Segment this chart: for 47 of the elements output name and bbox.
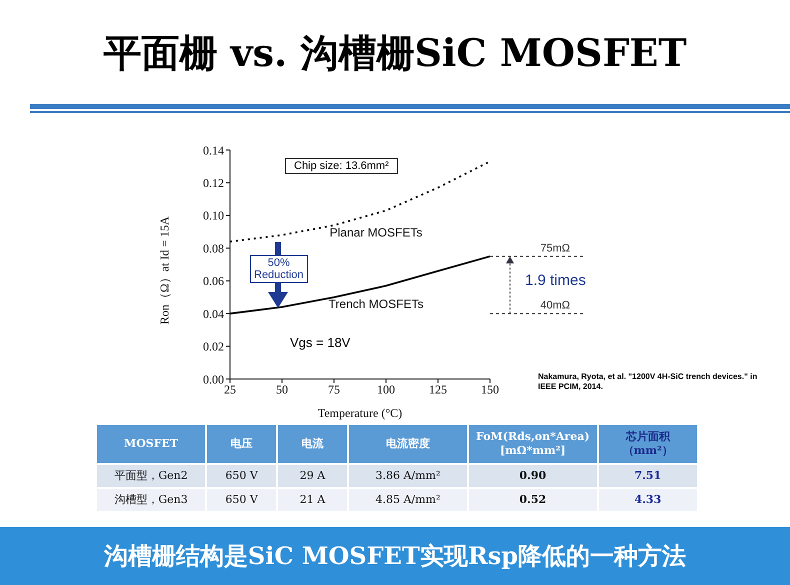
text: MOSFET [97, 425, 206, 463]
text: 650 V [207, 465, 276, 487]
y-tick-label: 0.10 [203, 208, 224, 223]
text: 沟槽栅结构是SiC MOSFET实现Rsp降低的一种方法 [0, 527, 790, 585]
text: 3.86 A/mm² [348, 465, 467, 487]
annotation: 50% Reduction [250, 255, 308, 283]
text: 75mΩ [540, 242, 570, 254]
y-tick-label: 0.06 [203, 274, 224, 288]
y-tick-label: 0.12 [203, 176, 224, 190]
y-tick-label: 0.00 [203, 372, 224, 386]
text: 4.85 A/mm² [348, 489, 467, 511]
x-tick-label: 25 [224, 382, 236, 397]
x-tick-label: 100 [377, 382, 395, 397]
text: 芯片面积（mm²） [598, 425, 697, 463]
text: 电压 [207, 425, 276, 463]
chart-title: 平面栅 vs. 沟槽栅SiC MOSFET [102, 29, 688, 77]
text: 650 V [207, 489, 276, 511]
annotation: Chip size: 13.6mm² [285, 158, 398, 174]
text: 电流 [278, 425, 347, 463]
text: 1.9 times [525, 272, 586, 289]
text: 7.51 [598, 465, 697, 487]
text: 29 A [278, 465, 347, 487]
text: 0.52 [468, 489, 597, 511]
annotation: Vgs = 18V [290, 335, 350, 350]
series-label: Planar MOSFETs [330, 226, 422, 240]
y-tick-label: 0.08 [203, 241, 224, 256]
text: 0.90 [468, 465, 597, 487]
x-tick-label: 50 [276, 382, 288, 397]
text: 40mΩ [540, 300, 570, 312]
text: 21 A [278, 489, 347, 511]
line-series [230, 255, 490, 314]
x-tick-label: 125 [429, 382, 447, 397]
x-tick-label: 75 [328, 382, 340, 397]
y-tick-label: 0.04 [203, 306, 224, 321]
text: 平面型，Gen2 [97, 465, 206, 487]
y-tick-label: 0.14 [203, 143, 224, 158]
y-axis-title: Ron（Ω）at Id = 15A [157, 216, 172, 324]
text: 沟槽型，Gen3 [97, 489, 206, 511]
text: 电流密度 [348, 425, 467, 463]
x-tick-label: 150 [481, 382, 499, 397]
text: Nakamura, Ryota, et al. "1200V 4H-SiC trench devices." in IEEE PCIM, 2014. [538, 372, 758, 392]
y-tick-label: 0.02 [203, 340, 224, 354]
line-series [230, 160, 490, 242]
text: FoM(Rds,on*Area) [mΩ*mm²] [468, 425, 597, 463]
series-label: Trench MOSFETs [328, 296, 424, 311]
text: 4.33 [598, 489, 697, 511]
x-axis-title: Temperature (°C) [318, 406, 402, 420]
